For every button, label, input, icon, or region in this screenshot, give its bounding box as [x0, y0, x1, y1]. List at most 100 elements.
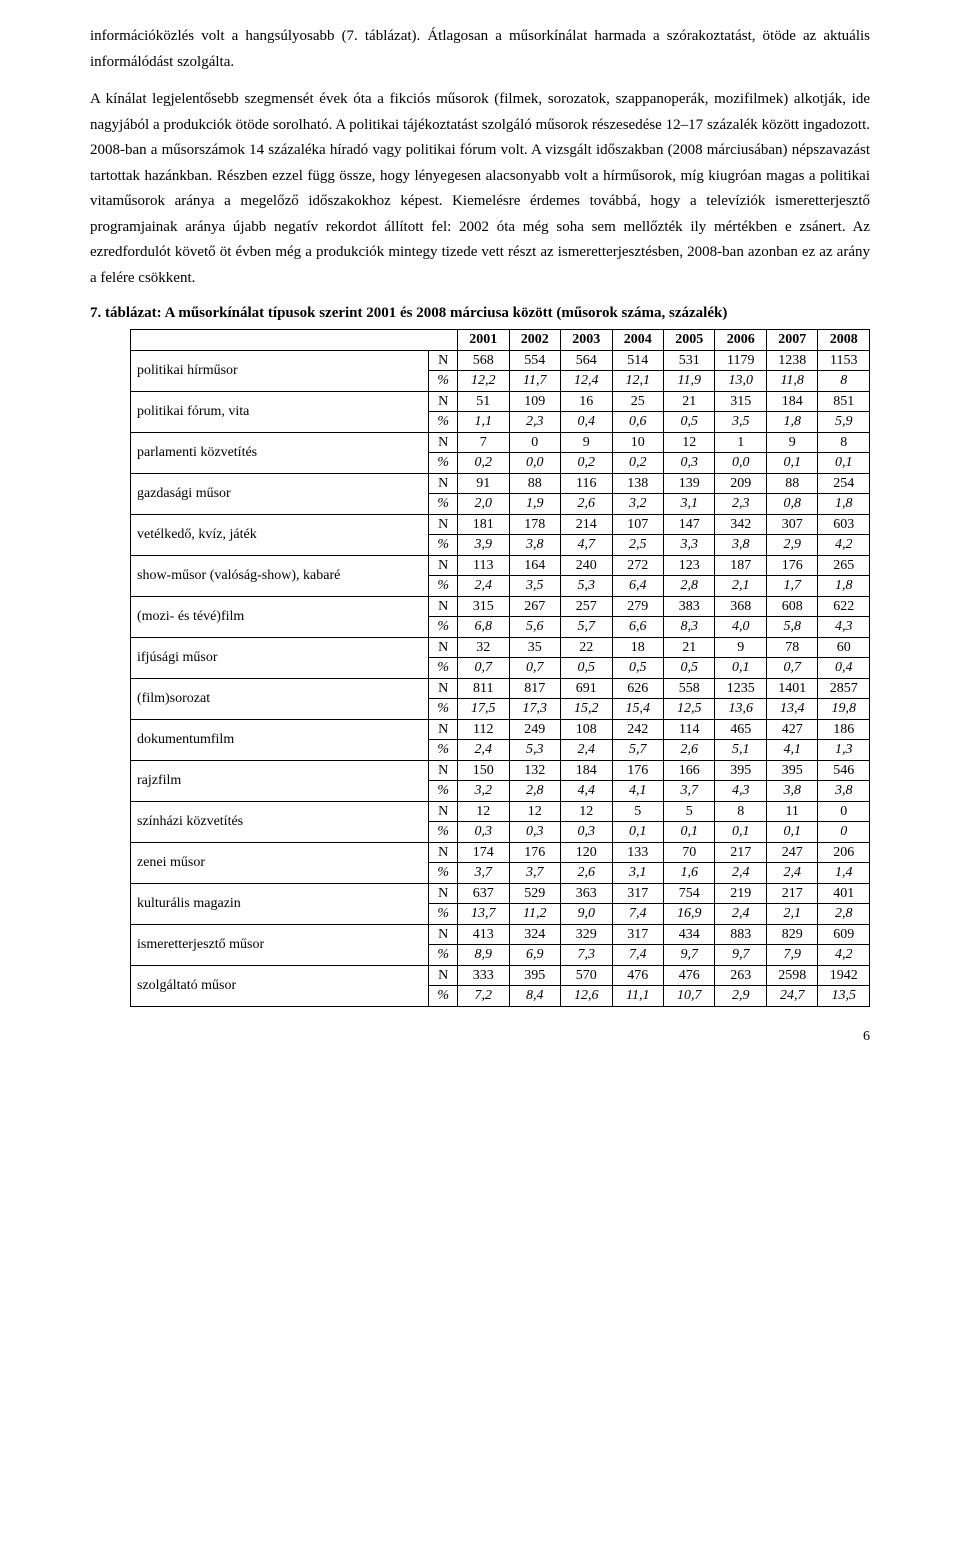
cell-value: 10 [612, 432, 663, 453]
cell-value: 7,9 [766, 945, 817, 966]
cell-value: 70 [663, 842, 714, 863]
cell-value: 8 [818, 432, 870, 453]
measure-label: % [429, 699, 458, 720]
cell-value: 0,0 [509, 453, 560, 474]
cell-value: 7,2 [458, 986, 509, 1007]
cell-value: 324 [509, 924, 560, 945]
cell-value: 91 [458, 473, 509, 494]
cell-value: 247 [766, 842, 817, 863]
cell-value: 11 [766, 801, 817, 822]
cell-value: 13,6 [715, 699, 766, 720]
cell-value: 267 [509, 596, 560, 617]
cell-value: 434 [663, 924, 714, 945]
cell-value: 622 [818, 596, 870, 617]
measure-label: N [429, 965, 458, 986]
cell-value: 181 [458, 514, 509, 535]
row-label: zenei műsor [131, 842, 429, 883]
table-row: parlamenti közvetítésN7091012198 [131, 432, 870, 453]
row-label: gazdasági műsor [131, 473, 429, 514]
table-row: színházi közvetítésN121212558110 [131, 801, 870, 822]
measure-label: % [429, 658, 458, 679]
cell-value: 2,3 [715, 494, 766, 515]
cell-value: 7,4 [612, 945, 663, 966]
cell-value: 11,1 [612, 986, 663, 1007]
measure-label: % [429, 822, 458, 843]
cell-value: 546 [818, 760, 870, 781]
cell-value: 307 [766, 514, 817, 535]
cell-value: 4,4 [561, 781, 612, 802]
measure-label: % [429, 904, 458, 925]
cell-value: 12,4 [561, 371, 612, 392]
cell-value: 13,5 [818, 986, 870, 1007]
header-year: 2005 [663, 330, 714, 351]
cell-value: 16 [561, 391, 612, 412]
cell-value: 0,5 [561, 658, 612, 679]
row-label: ismeretterjesztő műsor [131, 924, 429, 965]
header-year: 2004 [612, 330, 663, 351]
measure-label: N [429, 473, 458, 494]
cell-value: 265 [818, 555, 870, 576]
page-number: 6 [90, 1025, 870, 1049]
cell-value: 2,1 [766, 904, 817, 925]
cell-value: 1235 [715, 678, 766, 699]
cell-value: 4,1 [766, 740, 817, 761]
cell-value: 754 [663, 883, 714, 904]
cell-value: 0,1 [715, 822, 766, 843]
cell-value: 0 [818, 822, 870, 843]
cell-value: 240 [561, 555, 612, 576]
table-row: kulturális magazinN637529363317754219217… [131, 883, 870, 904]
table-row: szolgáltató műsorN3333955704764762632598… [131, 965, 870, 986]
cell-value: 2,4 [715, 863, 766, 884]
cell-value: 476 [663, 965, 714, 986]
cell-value: 17,3 [509, 699, 560, 720]
measure-label: N [429, 596, 458, 617]
cell-value: 811 [458, 678, 509, 699]
cell-value: 0,1 [612, 822, 663, 843]
cell-value: 4,2 [818, 535, 870, 556]
measure-label: N [429, 678, 458, 699]
cell-value: 2857 [818, 678, 870, 699]
cell-value: 0,2 [561, 453, 612, 474]
cell-value: 0,1 [766, 822, 817, 843]
cell-value: 9 [766, 432, 817, 453]
cell-value: 13,4 [766, 699, 817, 720]
cell-value: 0,2 [458, 453, 509, 474]
cell-value: 35 [509, 637, 560, 658]
cell-value: 1153 [818, 350, 870, 371]
cell-value: 0,5 [663, 412, 714, 433]
cell-value: 5,1 [715, 740, 766, 761]
cell-value: 11,7 [509, 371, 560, 392]
cell-value: 0,3 [458, 822, 509, 843]
measure-label: % [429, 453, 458, 474]
cell-value: 123 [663, 555, 714, 576]
cell-value: 608 [766, 596, 817, 617]
cell-value: 12,2 [458, 371, 509, 392]
cell-value: 395 [766, 760, 817, 781]
cell-value: 2,6 [663, 740, 714, 761]
table-row: ismeretterjesztő műsorN41332432931743488… [131, 924, 870, 945]
measure-label: % [429, 371, 458, 392]
cell-value: 465 [715, 719, 766, 740]
cell-value: 363 [561, 883, 612, 904]
cell-value: 626 [612, 678, 663, 699]
cell-value: 1,1 [458, 412, 509, 433]
measure-label: % [429, 576, 458, 597]
cell-value: 5,7 [612, 740, 663, 761]
table-caption: 7. táblázat: A műsorkínálat típusok szer… [90, 303, 870, 323]
cell-value: 395 [509, 965, 560, 986]
cell-value: 368 [715, 596, 766, 617]
cell-value: 1,6 [663, 863, 714, 884]
cell-value: 3,9 [458, 535, 509, 556]
cell-value: 12 [663, 432, 714, 453]
cell-value: 263 [715, 965, 766, 986]
table-row: show-műsor (valóság-show), kabaréN113164… [131, 555, 870, 576]
cell-value: 691 [561, 678, 612, 699]
row-label: kulturális magazin [131, 883, 429, 924]
cell-value: 0,7 [766, 658, 817, 679]
cell-value: 120 [561, 842, 612, 863]
cell-value: 12,5 [663, 699, 714, 720]
cell-value: 176 [509, 842, 560, 863]
cell-value: 16,9 [663, 904, 714, 925]
cell-value: 2,4 [561, 740, 612, 761]
cell-value: 24,7 [766, 986, 817, 1007]
